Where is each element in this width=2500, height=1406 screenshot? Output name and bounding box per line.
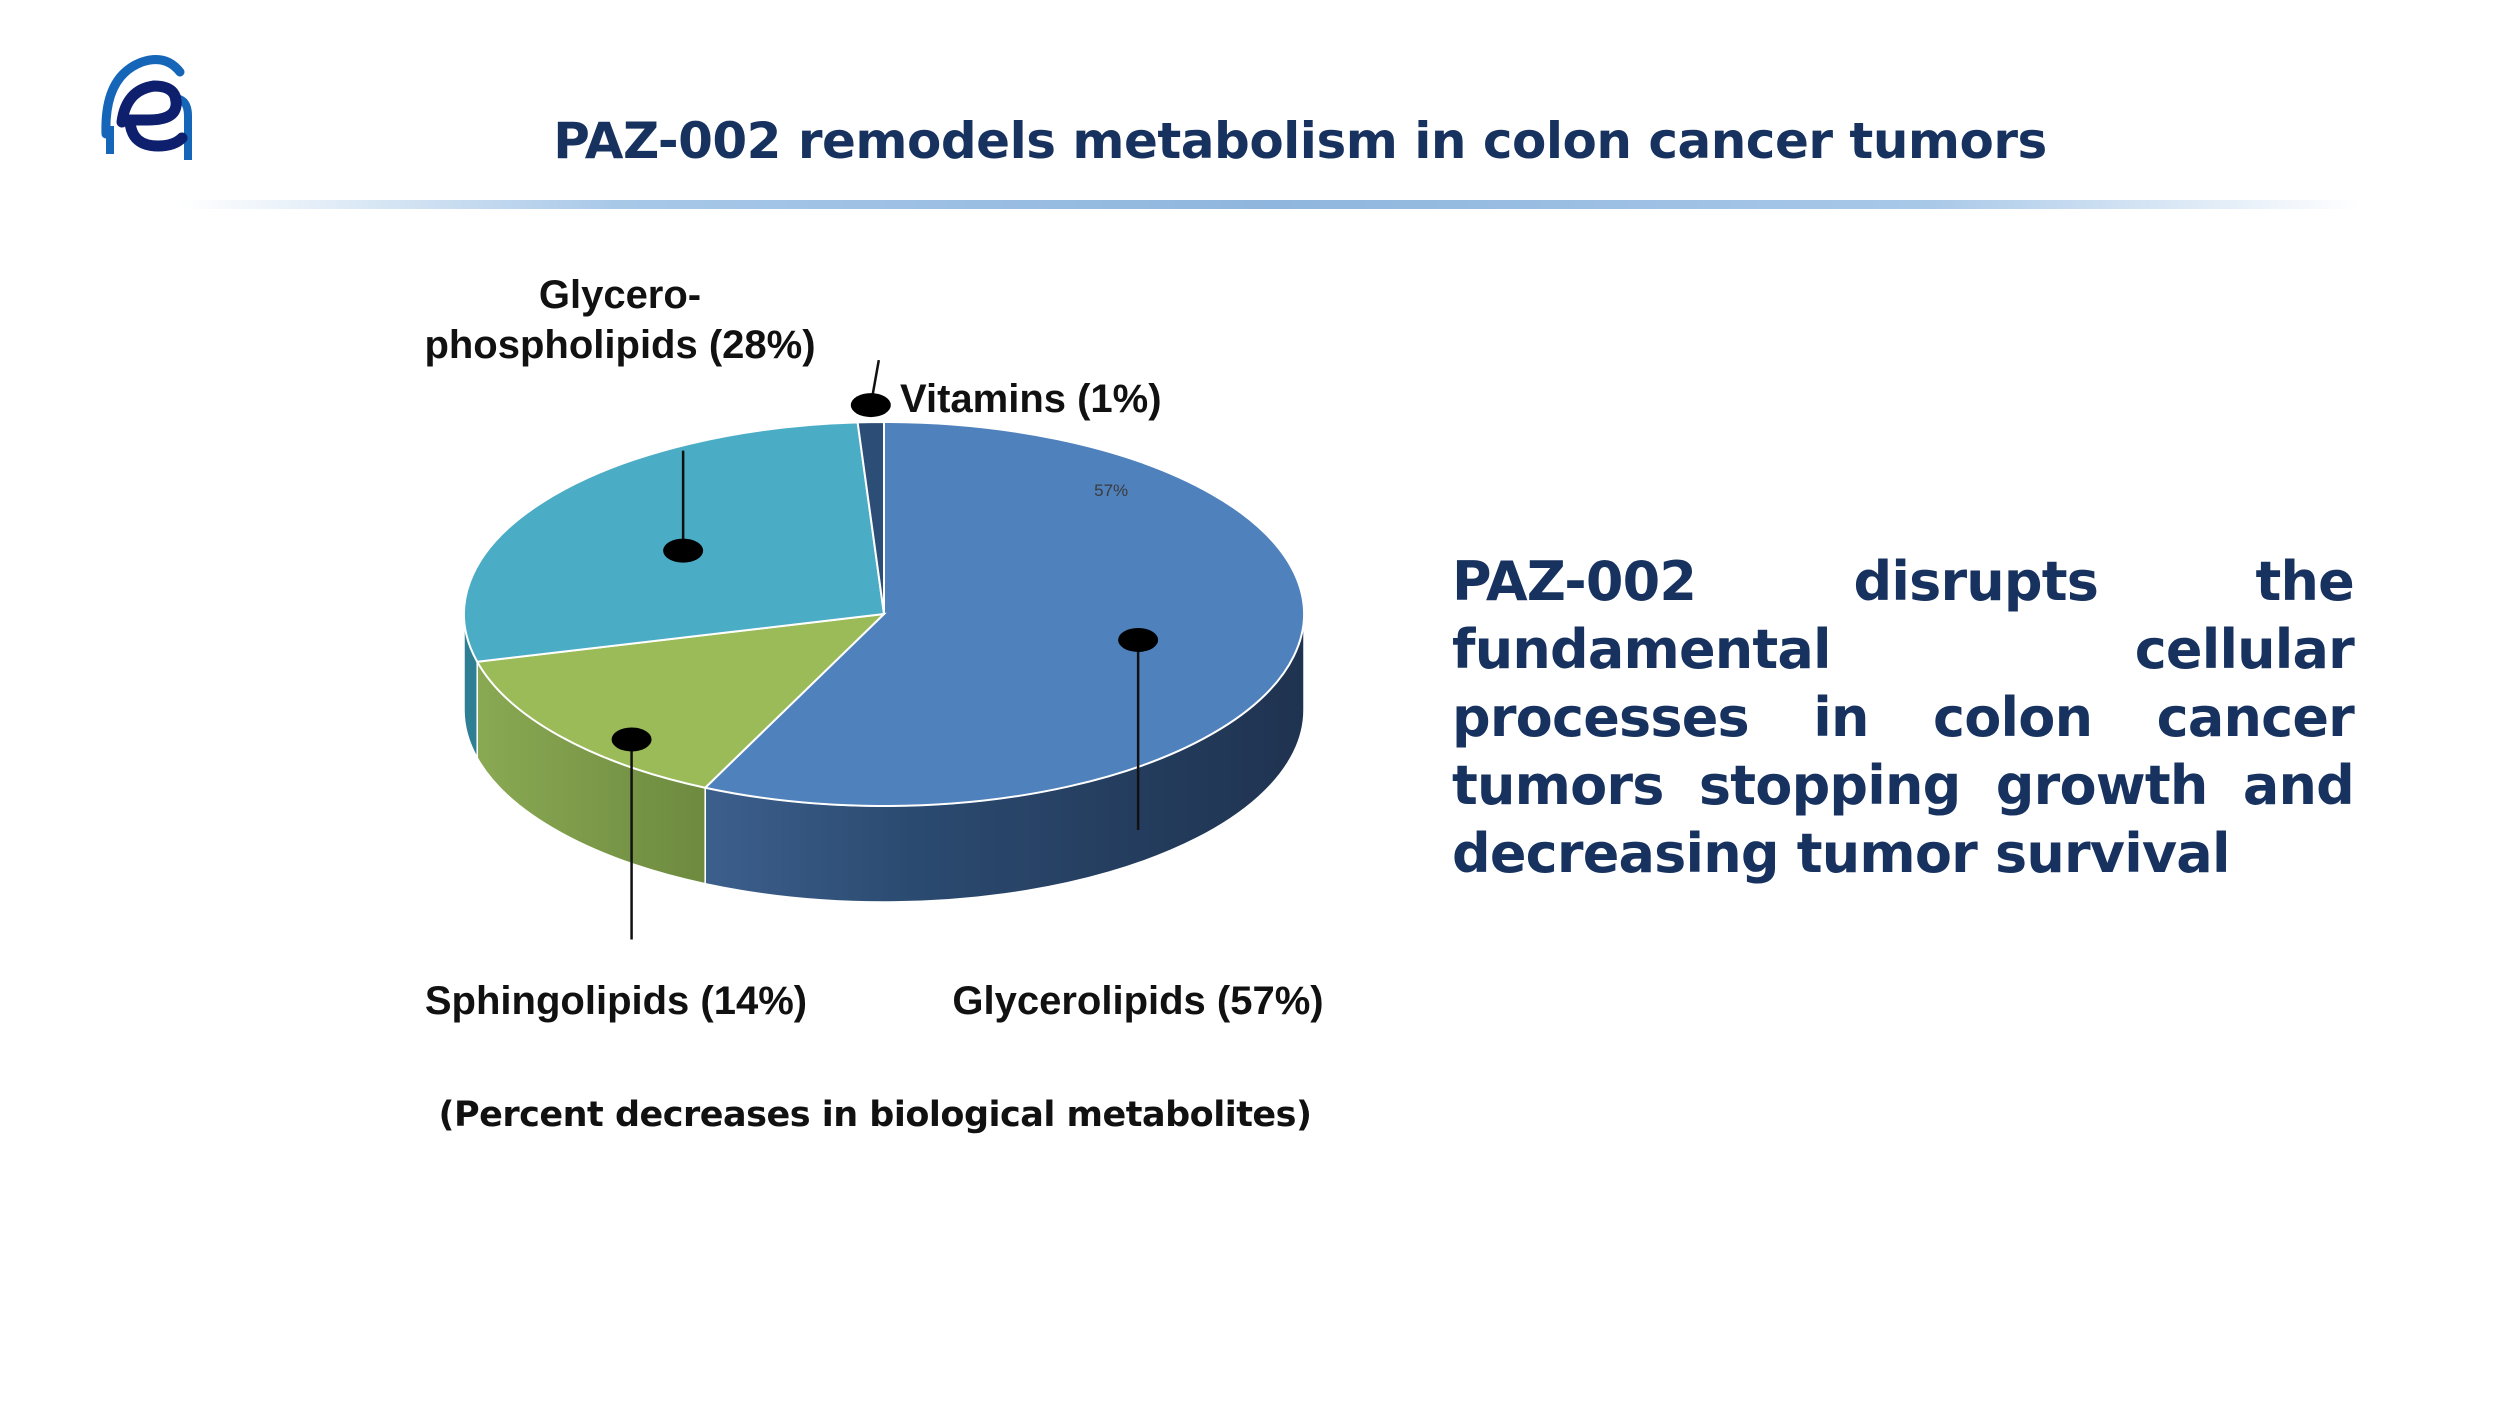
slice-label-0: Glycerolipids (57%) [952, 979, 1323, 1023]
pie-side-0 [704, 613, 1305, 903]
slide-title: PAZ-002 remodels metabolism in colon can… [553, 112, 2047, 170]
leader-line-3 [869, 359, 881, 406]
pie-side-2 [463, 613, 478, 761]
slice-label-3: Vitamins (1%) [900, 377, 1162, 421]
pie-side-1 [476, 658, 706, 885]
leader-dot-0 [1118, 627, 1159, 652]
leader-dot-2 [663, 538, 704, 563]
title-divider [180, 200, 2360, 209]
pie-slice-vitamins [856, 420, 885, 615]
inner-label-0: 57% [1094, 481, 1128, 500]
leader-dot-3 [850, 393, 891, 418]
leader-lines [611, 359, 1159, 940]
chart-caption: (Percent decreases in biological metabol… [438, 1095, 1313, 1135]
leader-dot-1 [611, 727, 652, 752]
pie-slice-glycerolipids [703, 420, 1305, 807]
pie-slice-glycerophospholipids [463, 421, 886, 663]
slice-label-2: Glycero-phospholipids (28%) [424, 273, 815, 367]
slice-labels: Glycerolipids (57%) Sphingolipids (14%) Gl… [424, 273, 1323, 1023]
company-logo-icon [96, 42, 206, 172]
key-message: PAZ-002 disrupts the fundamental cellula… [1452, 550, 2355, 885]
pie-slice-sphingolipids [475, 612, 887, 789]
pie-slices: 57% [463, 420, 1305, 807]
pie-depth [463, 613, 1305, 903]
slice-label-1: Sphingolipids (14%) [425, 979, 807, 1023]
